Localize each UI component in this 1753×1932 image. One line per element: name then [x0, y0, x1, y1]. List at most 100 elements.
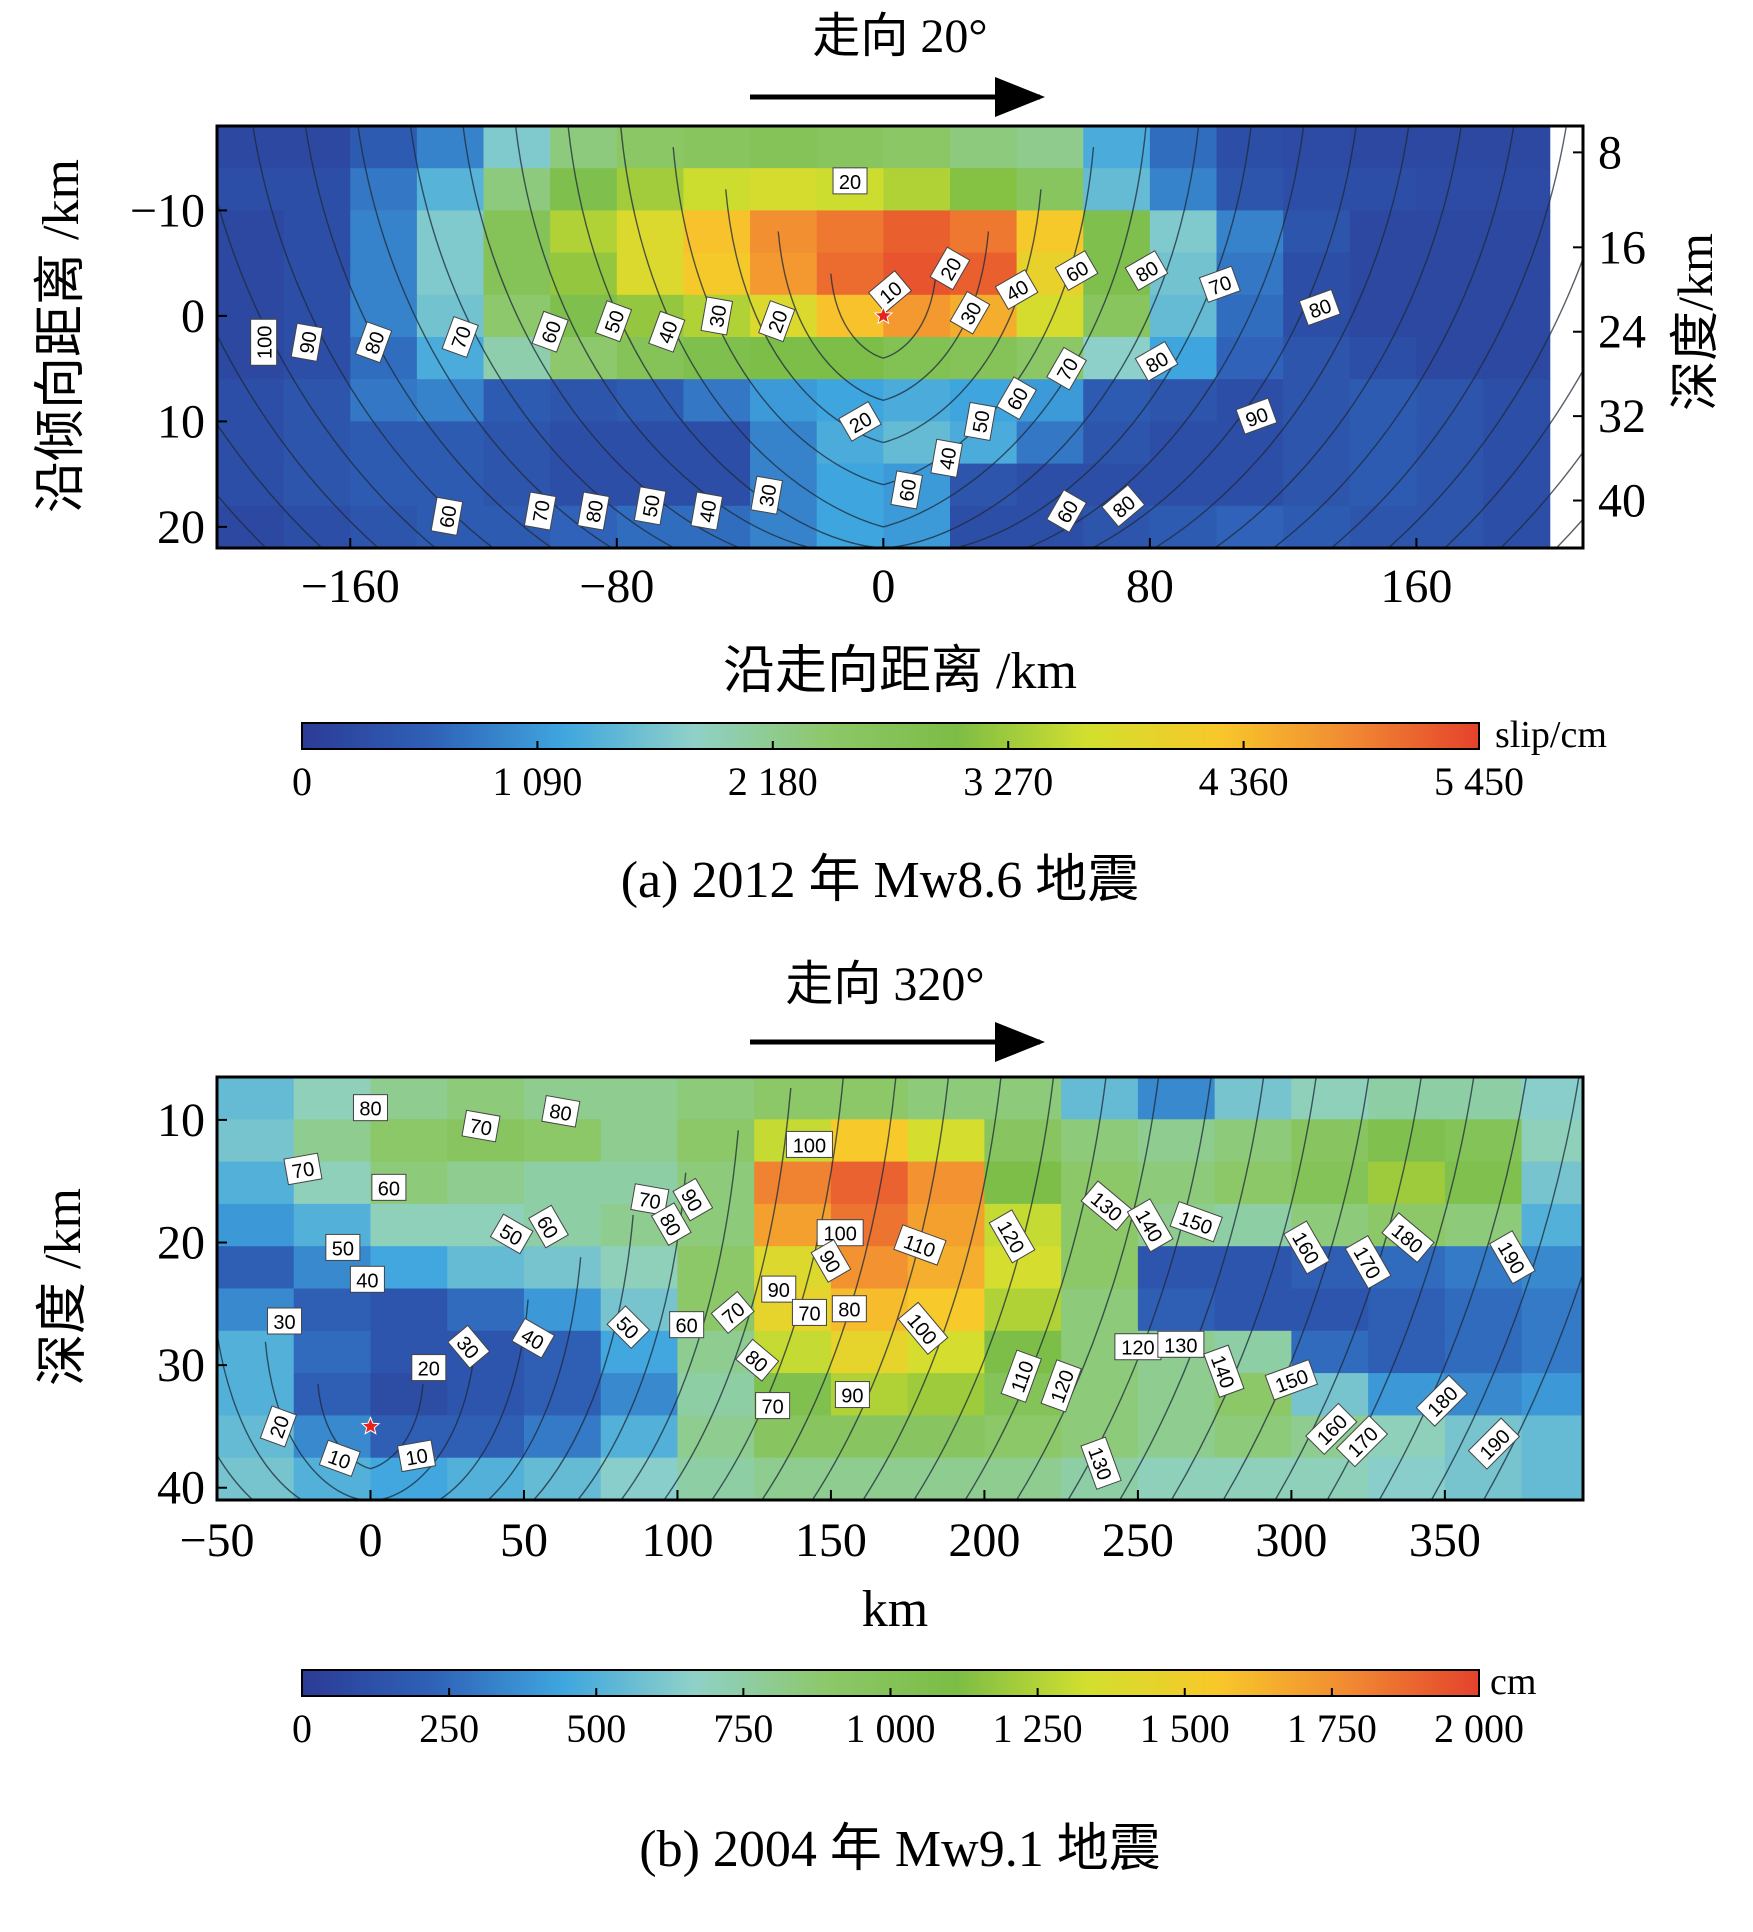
contour-label: 110: [893, 1224, 947, 1266]
slip-cell: [370, 1119, 448, 1163]
slip-cell: [1291, 1288, 1369, 1332]
contour-label-box: [838, 400, 882, 442]
panel-a-plot-frame: [215, 124, 1585, 550]
contour-label-text: 20: [418, 1359, 440, 1381]
contour-line: [369, 1087, 792, 1500]
contour-label-box: [354, 321, 393, 364]
slip-cell: [1521, 1415, 1584, 1459]
contour-label: 10: [396, 1439, 437, 1473]
contour-label-box: [1305, 1402, 1358, 1456]
contour-line: [369, 1077, 950, 1500]
slip-cell: [984, 1288, 1062, 1332]
slip-cell: [883, 337, 951, 380]
contour-label-text: 60: [896, 477, 922, 503]
slip-cell: [1083, 379, 1151, 422]
x-tick-label: 350: [1409, 1514, 1481, 1567]
contour-label: 70: [1198, 265, 1241, 303]
contour-line: [369, 1130, 739, 1500]
contour-label: 70: [630, 1183, 670, 1216]
slip-cell: [416, 252, 485, 296]
contour-label-box: [1169, 1200, 1223, 1243]
slip-cell: [1291, 1077, 1369, 1120]
contour-label: 80: [541, 1094, 581, 1128]
slip-cell: [350, 505, 418, 549]
slip-cell: [370, 1203, 448, 1247]
contour-line: [462, 126, 1305, 548]
slip-cell: [816, 126, 884, 169]
slip-cell: [683, 337, 751, 380]
contour-label-text: 80: [583, 499, 609, 525]
contour-label-text: 70: [529, 499, 555, 525]
slip-cell: [1483, 337, 1551, 380]
y2-tick-label: 32: [1598, 390, 1646, 443]
contour-label-box: [541, 1094, 581, 1128]
contour-label-box: [650, 1202, 692, 1247]
contour-label: 50: [963, 401, 997, 441]
contour-label-box: [1046, 346, 1088, 391]
slip-cell: [1483, 168, 1551, 211]
contour-label-box: [1283, 1220, 1331, 1275]
y-tick-label: 0: [181, 290, 205, 343]
slip-cell: [217, 379, 285, 422]
contour-label-text: 130: [1164, 1335, 1197, 1357]
slip-cell: [984, 1161, 1062, 1205]
slip-cell: [1016, 294, 1084, 338]
contour-label: 60: [371, 1173, 407, 1201]
contour-label: 140: [1203, 1344, 1245, 1398]
contour-label: 60: [669, 1311, 705, 1339]
slip-cell: [523, 1288, 602, 1332]
slip-cell: [830, 1330, 909, 1374]
slip-cell: [683, 252, 751, 296]
slip-cell: [1149, 294, 1218, 338]
slip-cell: [1216, 210, 1284, 254]
contour-label-box: [325, 1233, 361, 1261]
slip-cell: [1483, 252, 1551, 296]
contour-line: [567, 126, 1200, 548]
contour-label-text: 50: [639, 493, 665, 519]
contour-label-text: 60: [436, 504, 462, 530]
y2-tick-label: 16: [1598, 221, 1646, 274]
slip-cell: [483, 168, 551, 211]
slip-cell: [1149, 210, 1218, 254]
slip-cell: [1349, 379, 1418, 422]
contour-line: [357, 126, 1410, 548]
slip-cell: [1416, 126, 1484, 169]
contour-label-box: [963, 401, 997, 441]
slip-cell: [1349, 421, 1418, 465]
panel-b-plot-frame: [215, 1075, 1585, 1502]
slip-cell: [1349, 505, 1418, 549]
contour-label-box: [250, 318, 278, 366]
contour-line: [369, 1077, 1002, 1500]
slip-cell: [883, 126, 951, 169]
contour-label-text: 20: [839, 172, 861, 194]
slip-cell: [550, 337, 618, 380]
contour-label-box: [672, 1177, 714, 1222]
slip-cell: [1444, 1077, 1523, 1120]
slip-cell: [984, 1457, 1062, 1501]
slip-cell: [416, 168, 485, 211]
contour-label-box: [1046, 489, 1088, 533]
colorbar-tick-label: 0: [292, 1706, 312, 1751]
contour-label-text: 50: [969, 409, 995, 435]
slip-cell: [1349, 252, 1418, 296]
contour-label-text: 10: [404, 1445, 430, 1471]
x-tick-label: 0: [871, 560, 895, 613]
slip-cell: [754, 1415, 832, 1459]
slip-cell: [350, 379, 418, 422]
x-tick-label: 0: [358, 1514, 382, 1567]
contour-line: [252, 126, 1515, 548]
contour-label-box: [834, 1381, 870, 1409]
slip-cell: [616, 126, 685, 169]
contour-label-box: [1235, 397, 1278, 435]
contour-label-text: 30: [273, 1312, 295, 1334]
slip-cell: [350, 252, 418, 296]
panel-a-x-axis: −160 −80 0 80 160: [301, 538, 1452, 613]
contour-line: [369, 1077, 1580, 1500]
colorbar-tick-label: 1 090: [492, 759, 582, 804]
slip-cell: [1061, 1077, 1139, 1120]
colorbar-tick-label: 250: [419, 1706, 479, 1751]
panel-a-y2-label: 深度/km: [1667, 233, 1723, 411]
contour-label-box: [1335, 1414, 1389, 1468]
contour-label-box: [396, 1439, 437, 1473]
contour-label: 80: [650, 1202, 692, 1247]
